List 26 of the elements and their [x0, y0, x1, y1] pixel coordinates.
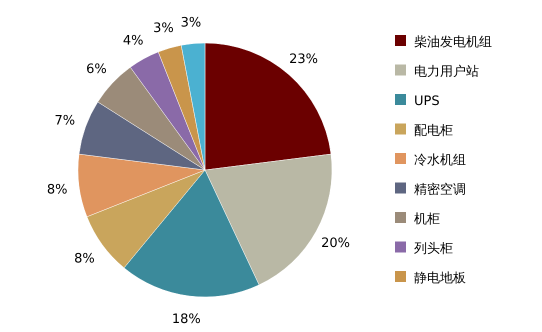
pie-slice: [158, 45, 206, 170]
legend-label: 机柜: [414, 212, 440, 227]
legend-label: 柴油发电机组: [414, 35, 492, 50]
data-label: 7%: [54, 114, 76, 129]
data-label: 20%: [321, 236, 350, 251]
legend-label: 冷水机组: [414, 153, 466, 168]
data-label: 4%: [122, 33, 144, 48]
data-label: 8%: [46, 182, 68, 198]
legend-label: 静电地板: [414, 271, 466, 286]
data-label: 18%: [172, 312, 201, 327]
pie-slice: [180, 42, 206, 170]
legend-label: 配电柜: [414, 124, 453, 138]
legend-label: 精密空调: [414, 182, 466, 198]
legend-label: 电力用户站: [414, 64, 479, 80]
pie-slice: [130, 52, 206, 170]
legend-label: UPS: [414, 94, 440, 109]
pie-slice: [124, 170, 260, 297]
data-label: 3%: [153, 20, 174, 36]
data-label: 3%: [180, 16, 202, 31]
data-label: 6%: [86, 62, 107, 77]
data-label: 8%: [74, 252, 95, 267]
pie-slice: [204, 42, 332, 170]
pie-slice: [78, 154, 206, 217]
pie-slice: [78, 102, 206, 170]
data-label: 23%: [289, 52, 318, 68]
legend-label: 列头柜: [414, 242, 453, 256]
